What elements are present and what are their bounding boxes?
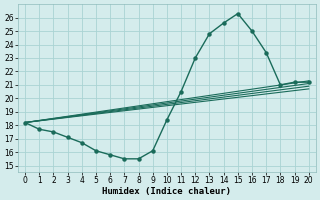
X-axis label: Humidex (Indice chaleur): Humidex (Indice chaleur)	[102, 187, 231, 196]
